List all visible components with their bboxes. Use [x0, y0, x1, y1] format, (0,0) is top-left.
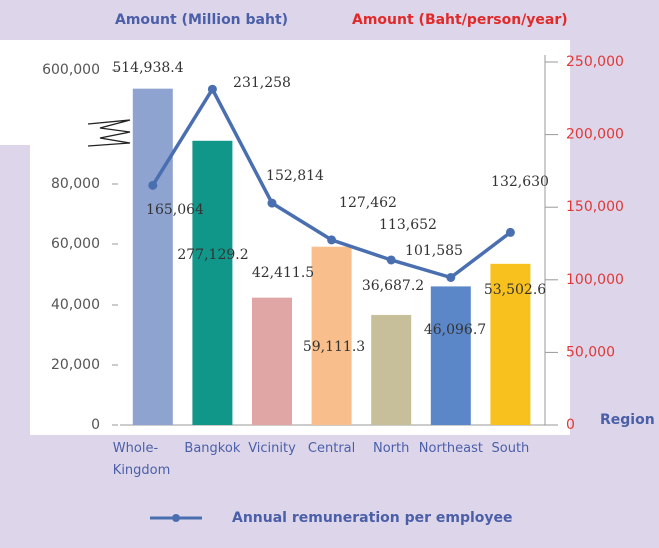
legend-marker: [172, 514, 180, 522]
line-value-label: 231,258: [233, 75, 291, 91]
line-marker: [386, 255, 396, 265]
x-tick-label: Northeast: [418, 441, 483, 456]
x-tick-label: Central: [307, 441, 356, 456]
line-marker: [446, 272, 456, 282]
bar-value-label: 36,687.2: [362, 278, 424, 294]
axis-break: [87, 119, 131, 147]
line-value-label: 165,064: [146, 202, 204, 218]
y-tick-label: 600,000: [42, 62, 100, 78]
line-marker: [267, 198, 277, 208]
broken-axis-box: [0, 40, 132, 145]
line-marker: [207, 84, 217, 94]
y2-tick-label: 50,000: [566, 344, 615, 360]
y2-tick-label: 200,000: [566, 127, 624, 143]
y2-tick-label: 100,000: [566, 272, 624, 288]
y2-tick-label: 150,000: [566, 199, 624, 215]
y-tick-label: 80,000: [51, 176, 100, 192]
bar: [490, 263, 531, 425]
bar-value-label: 53,502.6: [484, 282, 546, 298]
y2-axis-title: Amount (Baht/person/year): [352, 12, 568, 28]
bar: [371, 314, 412, 425]
line-value-label: 127,462: [339, 195, 397, 211]
line-marker: [505, 227, 515, 237]
x-tick-label: North: [373, 441, 410, 456]
bar: [430, 286, 471, 425]
bar-value-label: 59,111.3: [303, 339, 365, 355]
bar: [192, 140, 233, 426]
bar-value-label: 277,129.2: [177, 247, 248, 263]
x-axis-title: Region: [600, 412, 655, 428]
bar-value-label: 514,938.4: [112, 60, 183, 76]
bar: [132, 88, 173, 425]
bar: [252, 297, 292, 425]
line-marker: [327, 235, 337, 245]
bar: [311, 246, 352, 425]
legend-label: Annual remuneration per employee: [232, 510, 513, 526]
line-value-label: 132,630: [491, 174, 549, 190]
line-value-label: 152,814: [266, 168, 324, 184]
bar-value-label: 46,096.7: [424, 322, 486, 338]
line-marker: [148, 180, 158, 190]
line-value-label: 101,585: [405, 243, 463, 259]
y2-tick-label: 0: [566, 417, 575, 433]
x-tick-label: Vicinity: [248, 441, 296, 456]
y-tick-label: 60,000: [51, 236, 100, 252]
y2-tick-label: 250,000: [566, 54, 624, 70]
line-value-label: 113,652: [379, 217, 437, 233]
y-tick-label: 40,000: [51, 297, 100, 313]
y-axis-title: Amount (Million baht): [115, 12, 288, 28]
x-tick-label: South: [491, 441, 530, 456]
y-tick-label: 0: [91, 417, 100, 433]
y-tick-label: 20,000: [51, 357, 100, 373]
bar-value-label: 42,411.5: [252, 265, 314, 281]
x-tick-label: Whole-Kingdom: [112, 441, 171, 478]
x-tick-label: Bangkok: [184, 441, 241, 456]
